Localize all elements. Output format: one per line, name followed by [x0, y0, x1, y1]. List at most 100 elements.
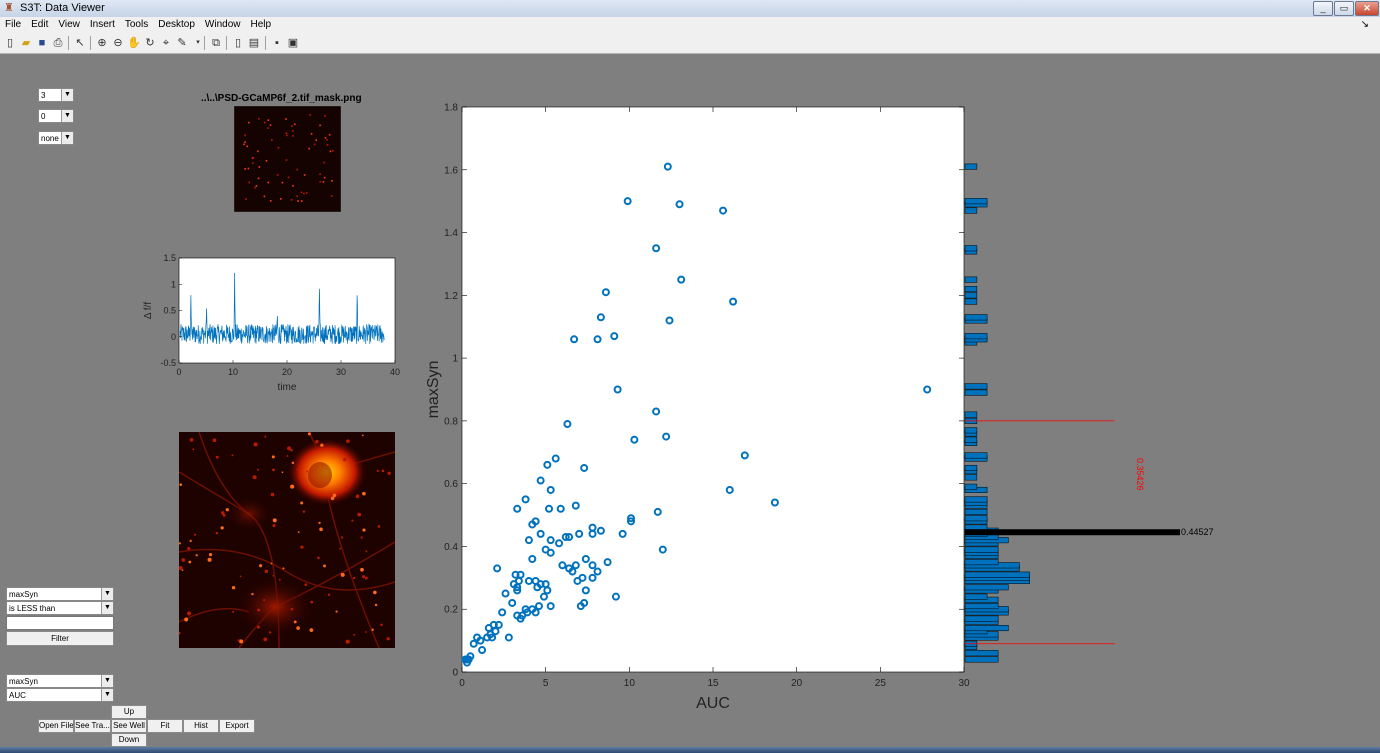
scatter-point	[488, 633, 497, 642]
fluorescent-puncta	[231, 454, 234, 457]
menu-edit[interactable]: Edit	[31, 19, 49, 30]
menu-help[interactable]: Help	[250, 19, 272, 30]
mask-spot	[252, 162, 254, 164]
scatter-histogram-chart[interactable]: 0 5 10 15 20 25 30 0 0.2 0.4 0.6 0.8 1 1.2 1.4 1.6 1.8 0…	[410, 95, 1380, 715]
mask-spot	[296, 168, 298, 171]
scatter-point	[533, 583, 542, 592]
x-tick-label: 5	[543, 678, 549, 689]
histogram-bar	[964, 483, 978, 490]
scatter-point	[536, 529, 545, 538]
menu-tools[interactable]: Tools	[124, 19, 149, 30]
zoom-in-icon[interactable]: ⊕	[97, 37, 107, 49]
pointer-icon[interactable]: ↖	[75, 37, 85, 49]
fluorescent-puncta	[278, 578, 281, 581]
colorbar-icon[interactable]: ▯	[234, 37, 242, 49]
fit-button[interactable]: Fit	[147, 719, 183, 733]
menu-desktop[interactable]: Desktop	[158, 19, 195, 30]
x-tick-label: 10	[624, 678, 636, 689]
brush-icon[interactable]: ✎	[177, 37, 187, 49]
open-file-button[interactable]: Open File	[38, 719, 74, 733]
menu-close-icon[interactable]: ↘	[1360, 19, 1369, 30]
y-variable-dropdown[interactable]: maxSyn ▼	[6, 674, 114, 688]
scatter-point	[770, 498, 779, 507]
maximize-button[interactable]: ▭	[1334, 1, 1354, 16]
histogram-bar	[964, 314, 988, 321]
up-button[interactable]: Up	[111, 705, 147, 719]
see-well-button[interactable]: See Well	[111, 719, 147, 733]
mode-dropdown[interactable]: none ▼	[38, 131, 74, 145]
scatter-point	[593, 335, 602, 344]
scatter-point	[561, 533, 570, 542]
see-trace-button[interactable]: See Tra...	[74, 719, 111, 733]
menu-view[interactable]: View	[58, 19, 80, 30]
scatter-point	[740, 451, 749, 460]
save-icon[interactable]: ■	[38, 37, 46, 49]
scatter-point	[555, 539, 564, 548]
scatter-point	[545, 504, 554, 513]
histogram-bar	[964, 163, 978, 170]
mask-spot	[290, 199, 293, 201]
rotate-icon[interactable]: ↻	[145, 37, 155, 49]
show-plot-tools-icon[interactable]: ▣	[287, 37, 299, 49]
scatter-point	[729, 297, 738, 306]
menu-file[interactable]: File	[5, 19, 22, 30]
offset-dropdown[interactable]: 0 ▼	[38, 109, 74, 123]
channel-dropdown[interactable]: 3 ▼	[38, 88, 74, 102]
histogram-bar	[964, 546, 999, 553]
fluorescent-puncta	[374, 603, 378, 607]
scatter-point	[463, 658, 472, 667]
scatter-point	[534, 602, 543, 611]
hide-plot-tools-icon[interactable]: ▪	[275, 37, 279, 49]
scatter-point	[581, 555, 590, 563]
filter-variable-dropdown[interactable]: maxSyn ▼	[6, 587, 114, 601]
fluorescent-puncta	[232, 610, 235, 613]
open-folder-icon[interactable]: ▰	[21, 37, 31, 49]
brush-dropdown-icon[interactable]: ▾	[196, 39, 200, 46]
fluorescent-puncta	[339, 547, 342, 550]
mask-image[interactable]	[234, 106, 341, 212]
mask-spot	[263, 121, 266, 124]
toolbar-separator	[265, 36, 266, 50]
menu-insert[interactable]: Insert	[89, 19, 115, 30]
hist-button[interactable]: Hist	[183, 719, 219, 733]
filter-value-input[interactable]	[6, 616, 114, 630]
x-variable-dropdown[interactable]: AUC ▼	[6, 688, 114, 702]
filter-condition-dropdown[interactable]: is LESS than ▼	[6, 601, 114, 615]
filter-button[interactable]: Filter	[6, 631, 114, 646]
filter-condition-value: is LESS than	[9, 604, 56, 613]
close-button[interactable]: ✕	[1355, 1, 1379, 16]
fluorescent-puncta	[281, 471, 284, 474]
scatter-point	[498, 608, 507, 617]
histogram-bar	[964, 286, 978, 293]
fluorescence-image[interactable]	[179, 432, 395, 648]
scatter-point	[513, 586, 522, 595]
mask-spot	[285, 118, 287, 120]
range-value-label: 0.35426	[1135, 458, 1145, 491]
print-icon[interactable]: ⎙	[53, 37, 63, 49]
new-file-icon[interactable]: ▯	[6, 37, 14, 49]
data-cursor-icon[interactable]: ⌖	[162, 37, 170, 49]
scatter-point	[531, 608, 540, 617]
legend-icon[interactable]: ▤	[248, 37, 260, 49]
scatter-point	[524, 536, 533, 545]
fluorescent-puncta	[215, 531, 219, 535]
link-icon[interactable]: ⧉	[212, 37, 220, 49]
down-button[interactable]: Down	[111, 733, 147, 747]
menu-window[interactable]: Window	[204, 19, 241, 30]
channel-dropdown-value: 3	[41, 91, 46, 100]
minimize-button[interactable]: _	[1313, 1, 1333, 16]
zoom-out-icon[interactable]: ⊖	[113, 37, 123, 49]
export-button[interactable]: Export	[219, 719, 255, 733]
fluorescent-puncta	[259, 564, 263, 568]
scatter-point	[580, 463, 589, 472]
x-tick-label: 30	[336, 367, 346, 377]
scatter-point	[508, 598, 517, 607]
mask-spot	[300, 191, 303, 194]
mask-spot	[244, 134, 246, 137]
fluorescent-puncta	[270, 492, 275, 497]
pan-icon[interactable]: ✋	[127, 37, 141, 49]
scatter-point	[630, 435, 639, 444]
trace-y-axis-label: Δ f/f	[143, 302, 154, 319]
fluorescent-puncta	[343, 457, 347, 462]
